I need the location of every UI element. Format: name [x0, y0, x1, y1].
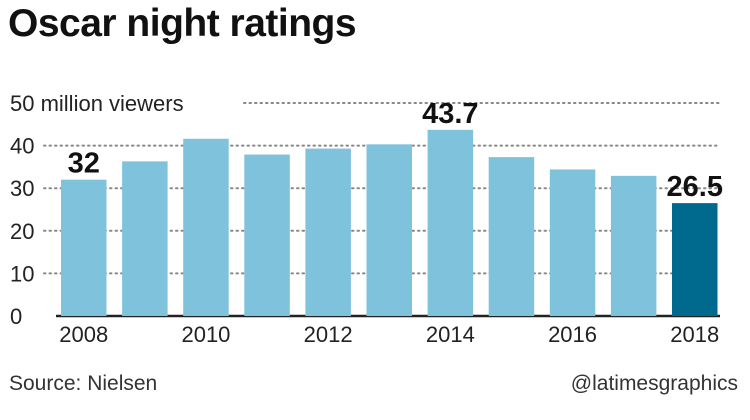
data-labels: 32 43.7 26.5: [68, 98, 723, 203]
x-tick-label: 2010: [181, 322, 230, 347]
x-tick-label: 2008: [59, 322, 108, 347]
y-axis-ticks: 0 10 20 30 40 50 million viewers: [10, 91, 184, 329]
bar-2011: [244, 154, 290, 316]
bar-2016: [549, 169, 596, 316]
y-tick-label: 40: [10, 134, 34, 159]
y-tick-label: 10: [10, 261, 34, 286]
x-tick-label: 2014: [426, 322, 475, 347]
y-tick-label: 30: [10, 176, 34, 201]
bar-2015: [488, 157, 535, 316]
bar-2009: [122, 161, 168, 316]
bar-2014: [427, 129, 474, 316]
bar-2018: [672, 203, 718, 316]
bar-2013: [366, 144, 412, 316]
x-tick-label: 2012: [304, 322, 353, 347]
credit-note: @latimesgraphics: [570, 372, 738, 395]
y-tick-label: 20: [10, 219, 34, 244]
data-label: 26.5: [667, 171, 723, 203]
bar-2008: [61, 179, 107, 316]
bar-2017: [610, 175, 657, 316]
x-tick-label: 2018: [670, 322, 719, 347]
x-tick-label: 2016: [548, 322, 597, 347]
chart-title: Oscar night ratings: [8, 2, 357, 45]
data-label: 43.7: [422, 98, 478, 130]
y-tick-label: 50 million viewers: [10, 91, 184, 116]
data-label: 32: [68, 148, 100, 180]
bars: [61, 129, 718, 316]
source-note: Source: Nielsen: [9, 372, 158, 395]
bar-2010: [183, 138, 229, 316]
bar-2012: [305, 148, 351, 316]
bar-chart: 0 10 20 30 40 50 million viewers 32 43.7 26.5 2…: [10, 91, 723, 347]
y-tick-label: 0: [10, 304, 22, 329]
x-axis-ticks: 2008 2010 2012 2014 2016 2018: [59, 322, 719, 347]
